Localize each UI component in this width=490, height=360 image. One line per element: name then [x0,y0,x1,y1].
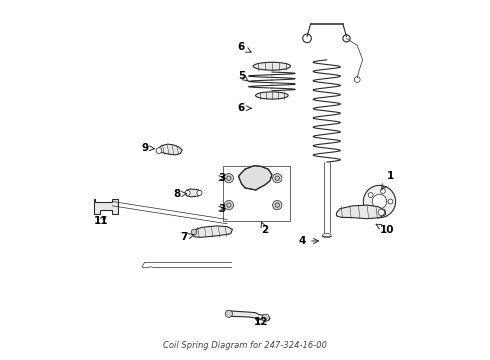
Circle shape [372,194,387,209]
Text: 10: 10 [376,224,394,235]
Circle shape [156,148,162,153]
Circle shape [224,174,234,183]
Text: 6: 6 [238,42,251,52]
Text: 2: 2 [261,222,269,235]
Text: 3: 3 [218,173,225,183]
Circle shape [262,314,270,321]
Circle shape [380,210,385,214]
Circle shape [364,185,395,218]
Circle shape [225,310,232,318]
Polygon shape [337,205,386,219]
Circle shape [224,201,234,210]
Circle shape [380,189,385,194]
Circle shape [368,206,373,210]
Polygon shape [186,189,201,197]
Text: 4: 4 [299,236,318,246]
Text: 1: 1 [382,171,394,189]
Text: 12: 12 [254,317,269,327]
Ellipse shape [253,62,291,70]
Polygon shape [94,199,118,214]
Circle shape [191,229,197,235]
Circle shape [185,190,190,195]
Polygon shape [225,311,270,320]
Circle shape [378,209,385,216]
Polygon shape [193,226,232,237]
Text: 8: 8 [173,189,187,199]
Circle shape [197,190,202,195]
Polygon shape [239,166,272,190]
Text: 11: 11 [94,216,108,226]
Text: 7: 7 [180,232,194,242]
Bar [223,166,290,221]
Polygon shape [157,144,182,155]
Text: Coil Spring Diagram for 247-324-16-00: Coil Spring Diagram for 247-324-16-00 [163,341,327,350]
Circle shape [272,201,282,210]
Text: 3: 3 [218,204,225,214]
Text: 6: 6 [238,103,251,113]
Circle shape [388,199,393,204]
Ellipse shape [256,92,288,99]
Text: 9: 9 [141,143,154,153]
Circle shape [272,174,282,183]
Circle shape [368,193,373,198]
Text: 5: 5 [238,71,248,81]
